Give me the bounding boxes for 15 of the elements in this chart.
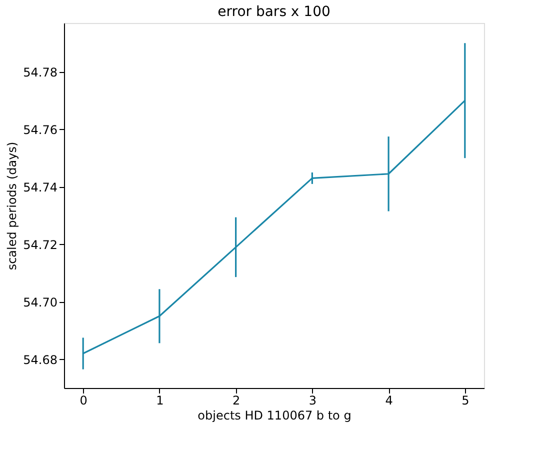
y-tick-label: 54.76 xyxy=(23,122,58,137)
y-tick-label: 54.68 xyxy=(23,352,58,367)
y-tick-label: 54.70 xyxy=(23,295,58,310)
x-tick-label: 0 xyxy=(80,394,88,408)
x-tick-label: 4 xyxy=(385,394,393,408)
x-tick-label: 3 xyxy=(308,394,316,408)
x-tick-label: 5 xyxy=(462,394,470,408)
y-tick-label: 54.78 xyxy=(23,65,58,80)
chart-title: error bars x 100 xyxy=(218,4,330,20)
y-tick-label: 54.72 xyxy=(23,238,58,252)
x-tick-label: 2 xyxy=(232,394,240,408)
x-tick-label: 1 xyxy=(156,394,164,408)
x-axis-title: objects HD 110067 b to g xyxy=(198,408,352,422)
y-axis-title: scaled periods (days) xyxy=(5,142,20,270)
y-tick-label: 54.74 xyxy=(23,180,58,194)
